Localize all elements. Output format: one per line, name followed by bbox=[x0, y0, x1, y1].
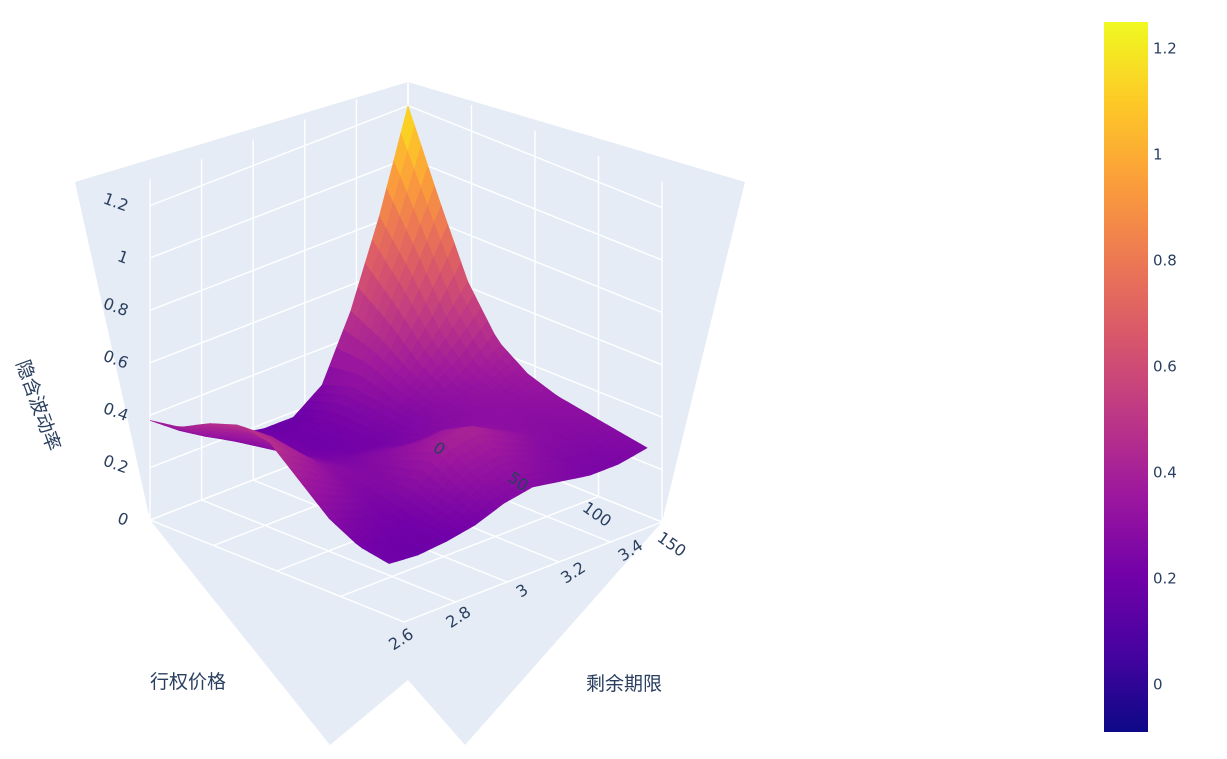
colorbar-tick-label: 0.4 bbox=[1153, 463, 1177, 481]
colorbar bbox=[1104, 22, 1148, 732]
x-tick-label: 150 bbox=[654, 528, 690, 561]
colorbar-tick-label: 0.6 bbox=[1153, 357, 1177, 375]
colorbar-tick-label: 1 bbox=[1153, 146, 1163, 164]
colorbar-tick-label: 0.2 bbox=[1153, 569, 1177, 587]
colorbar-ticks: 0 0.2 0.4 0.6 0.8 1 1.2 bbox=[1153, 40, 1177, 694]
colorbar-tick-label: 0.8 bbox=[1153, 251, 1177, 269]
z-tick-label: 0 bbox=[115, 508, 131, 529]
z-axis-title: 隐含波动率 bbox=[11, 357, 64, 454]
colorbar-tick-label: 0 bbox=[1153, 675, 1163, 693]
z-tick-label: 0.2 bbox=[101, 451, 131, 478]
y-axis-title: 行权价格 bbox=[150, 671, 226, 693]
iv-surface[interactable] bbox=[149, 104, 648, 564]
colorbar-tick-label: 1.2 bbox=[1153, 40, 1177, 58]
surface-patch bbox=[381, 557, 397, 564]
x-axis-title: 剩余期限 bbox=[586, 673, 662, 695]
